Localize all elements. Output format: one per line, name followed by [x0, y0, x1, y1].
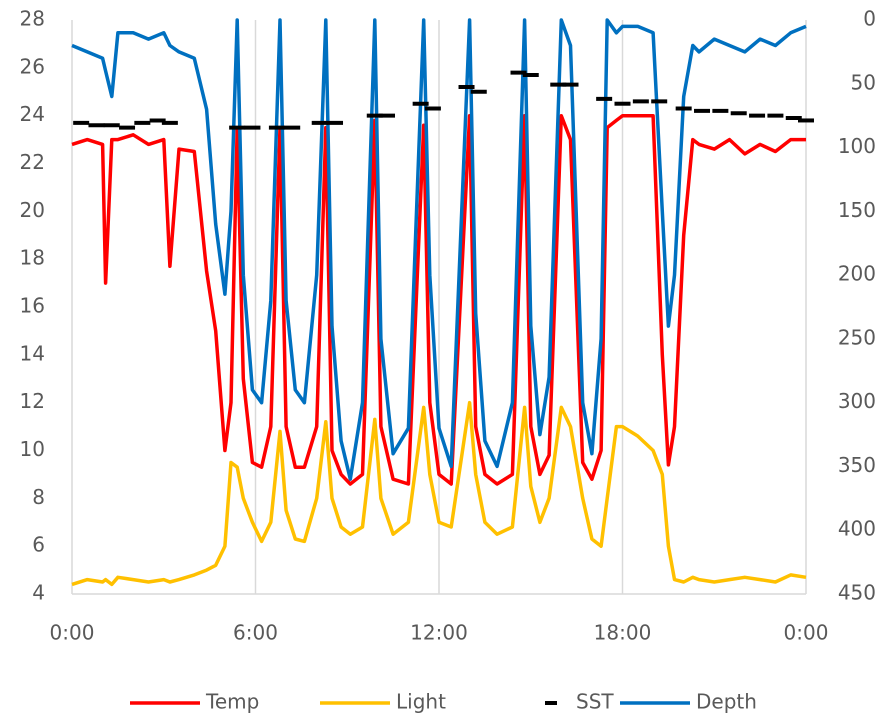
legend-label: Depth — [696, 690, 757, 714]
y-tick-label: 16 — [20, 294, 45, 318]
series-line — [71, 400, 807, 587]
y-tick-label: 12 — [20, 389, 45, 413]
y-tick-label: 20 — [20, 198, 45, 222]
y-tick-label: 14 — [20, 341, 45, 365]
series-line — [71, 18, 807, 481]
y-tick-label: 26 — [20, 54, 45, 78]
legend-label: Light — [396, 690, 446, 714]
y-tick-label: 10 — [20, 437, 45, 461]
series-line — [71, 113, 806, 486]
y-tick-label: 22 — [20, 150, 45, 174]
y-tick-label: 6 — [32, 533, 45, 557]
y-tick-label: 4 — [32, 581, 45, 605]
x-tick-label: 0:00 — [50, 621, 95, 645]
y2-tick-label: 0 — [863, 7, 876, 31]
x-tick-label: 6:00 — [233, 621, 278, 645]
legend-label: Temp — [205, 690, 259, 714]
y2-tick-label: 300 — [838, 389, 876, 413]
legend-label: SST — [576, 690, 614, 714]
y-tick-label: 28 — [20, 7, 45, 31]
y2-tick-label: 450 — [838, 581, 876, 605]
x-tick-label: 12:00 — [410, 621, 468, 645]
y2-tick-label: 200 — [838, 262, 876, 286]
x-tick-label: 18:00 — [594, 621, 652, 645]
y2-tick-label: 150 — [838, 198, 876, 222]
x-tick-label: 0:00 — [784, 621, 829, 645]
y2-tick-label: 250 — [838, 325, 876, 349]
y2-tick-label: 350 — [838, 453, 876, 477]
y2-tick-label: 100 — [838, 134, 876, 158]
y2-tick-label: 400 — [838, 517, 876, 541]
y2-tick-label: 50 — [851, 70, 876, 94]
y-tick-label: 18 — [20, 246, 45, 270]
y-tick-label: 8 — [32, 485, 45, 509]
y-tick-label: 24 — [20, 102, 45, 126]
